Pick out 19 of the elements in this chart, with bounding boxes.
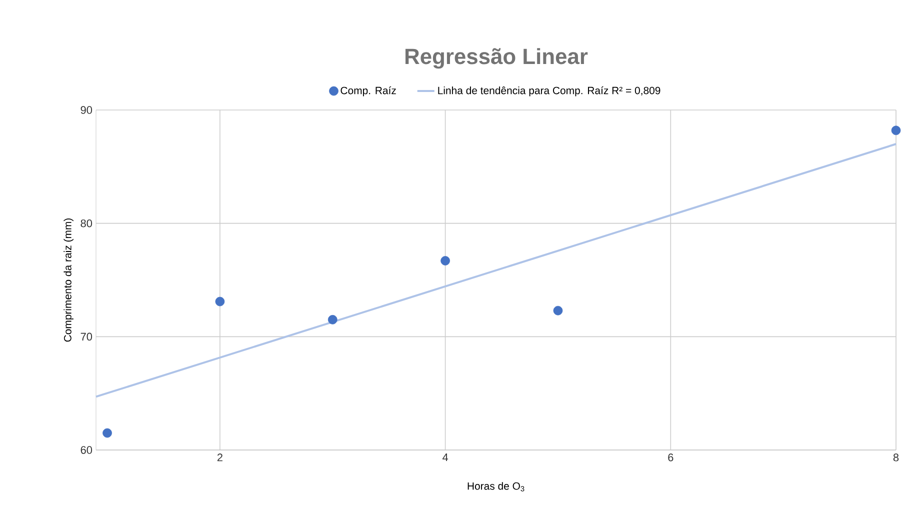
y-tick-label: 80 — [80, 219, 92, 228]
y-tick-label: 60 — [80, 446, 92, 454]
chart-title: Regressão Linear — [406, 48, 588, 69]
x-tick-label: 8 — [893, 454, 899, 462]
point — [328, 314, 338, 324]
x-tick-label: 4 — [442, 454, 448, 462]
point — [553, 306, 563, 316]
point — [215, 296, 225, 306]
x-axis-title: Horas de O$_{3}$ — [468, 482, 524, 492]
x-tick-label: 2 — [217, 454, 222, 462]
y-tick-label: 70 — [80, 332, 92, 341]
legend-label: Comp. Raíz — [340, 86, 396, 96]
y-axis-title: Comprimento da raiz (mm) — [64, 218, 74, 342]
point — [891, 126, 901, 136]
point — [440, 256, 450, 266]
legend-label: Linha de tendência para Comp. Raíz R² = 0,809 — [438, 86, 660, 96]
x-tick-label: 6 — [668, 454, 674, 462]
point — [102, 428, 112, 438]
y-tick-label: 90 — [80, 106, 92, 114]
